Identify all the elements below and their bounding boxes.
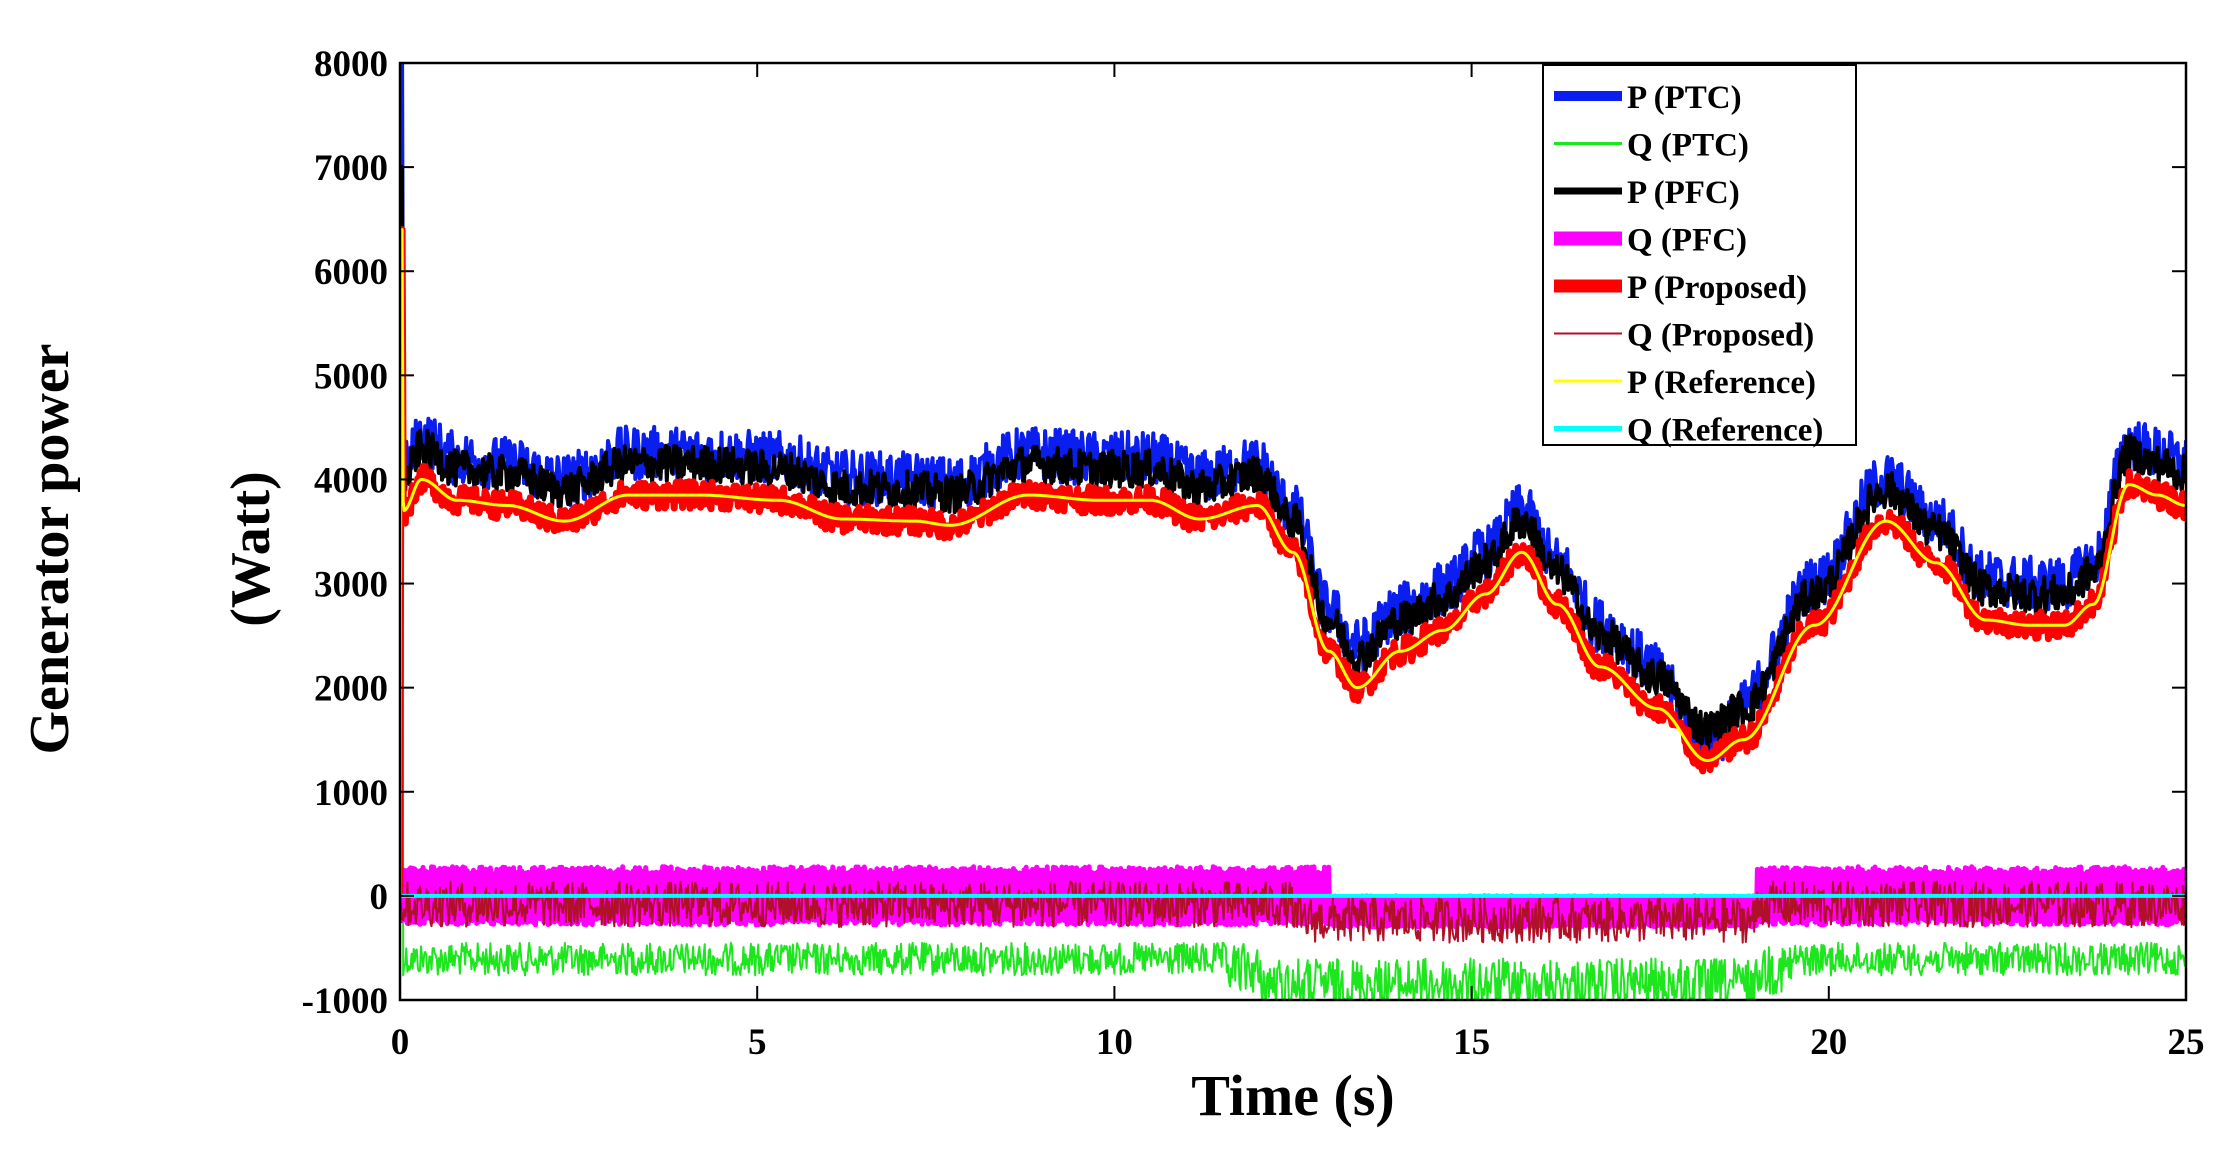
y-tick-label: 2000 [314,669,388,710]
x-tick-label: 0 [391,1022,410,1063]
y-tick-label: 4000 [314,460,388,501]
x-tick-label: 5 [748,1022,767,1063]
y-tick-label: 8000 [314,44,388,85]
series-line-q-proposed [400,880,2186,944]
x-tick-label: 25 [2168,1022,2205,1063]
y-tick-label: 0 [370,877,389,918]
legend-label-p-proposed: P (Proposed) [1627,270,1807,306]
y-tick-label: 3000 [314,565,388,606]
y-axis-label-line2: (Watt) [220,471,282,627]
axis-ticks: 0 5 10 15 20 25-10000100020003000400050006000… [302,44,2205,1063]
y-tick-label: 7000 [314,148,388,189]
y-tick-label: 6000 [314,252,388,293]
plot-frame [398,61,2188,1002]
y-tick-label: 5000 [314,356,388,397]
x-axis-label: Time (s) [1191,1063,1395,1128]
legend: P (PTC) Q (PTC) P (PFC) Q (PFC) P (Proposed)… [1542,64,1857,449]
legend-label-p-ptc: P (PTC) [1627,80,1742,116]
y-tick-label: 1000 [314,773,388,814]
legend-label-q-ptc: Q (PTC) [1627,128,1749,164]
x-tick-label: 20 [1810,1022,1847,1063]
y-axis-label-line1: Generator power [19,343,81,754]
legend-label-p-reference: P (Reference) [1627,365,1816,401]
x-tick-label: 10 [1096,1022,1133,1063]
x-tick-label: 15 [1453,1022,1490,1063]
legend-label-q-proposed: Q (Proposed) [1627,318,1814,354]
y-tick-label: -1000 [302,981,388,1022]
legend-label-q-pfc: Q (PFC) [1627,223,1747,259]
series-line-p-reference [400,228,2186,896]
series-layer [400,63,2186,1000]
series-line-q-ptc [400,82,2186,1000]
legend-label-q-reference: Q (Reference) [1627,413,1823,449]
legend-label-p-pfc: P (PFC) [1627,175,1740,211]
